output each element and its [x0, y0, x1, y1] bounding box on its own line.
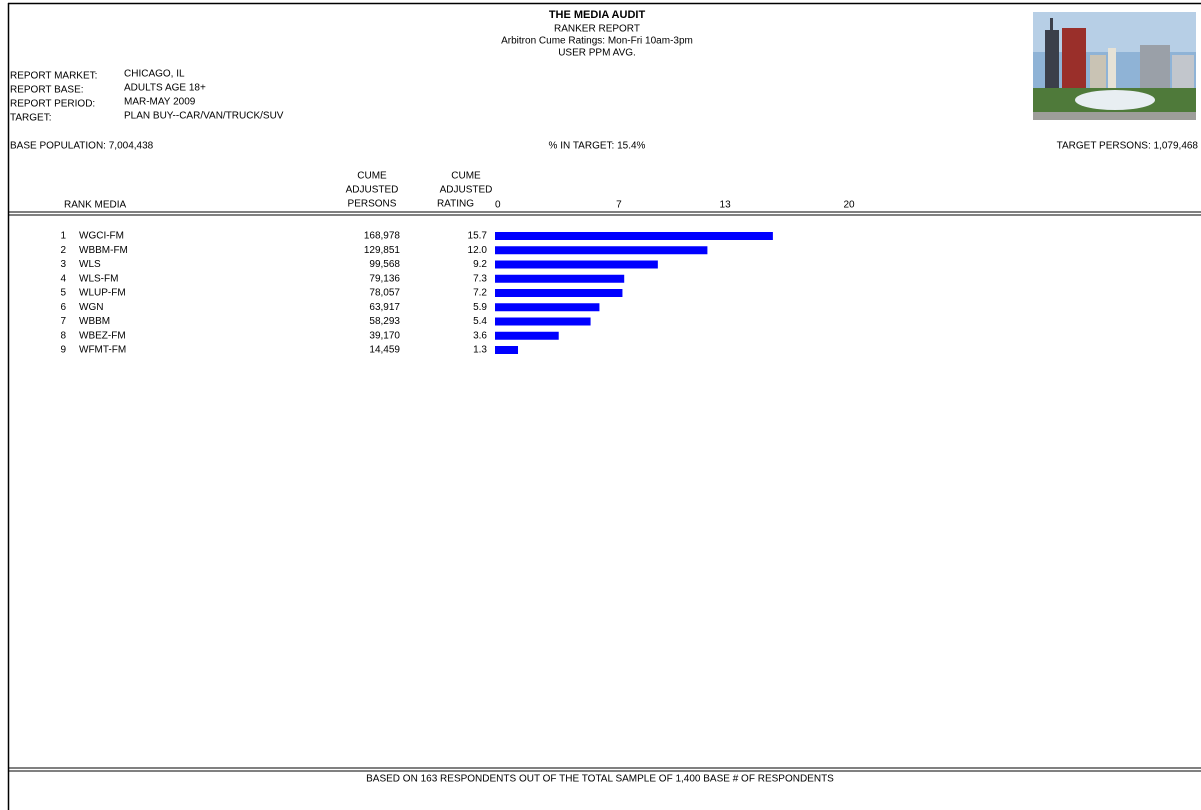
report-subtitle: USER PPM AVG.: [558, 48, 636, 59]
value-label: 9.2: [473, 259, 487, 270]
in-target: % IN TARGET: 15.4%: [549, 141, 646, 152]
value-label: 1.3: [473, 345, 487, 356]
x-tick-label: 20: [843, 200, 855, 211]
bar: [495, 332, 559, 340]
column-header: ADJUSTED: [346, 185, 399, 196]
info-label: REPORT MARKET:: [10, 71, 97, 82]
report-subtitle: RANKER REPORT: [554, 24, 640, 35]
value-label: 15.7: [468, 231, 488, 242]
value-label: 12.0: [468, 245, 488, 256]
x-tick-label: 13: [720, 200, 732, 211]
bar: [495, 275, 624, 283]
info-label: TARGET:: [10, 113, 51, 124]
cume-persons: 39,170: [369, 330, 400, 341]
value-label: 5.9: [473, 302, 487, 313]
bar: [495, 246, 707, 254]
column-header: CUME: [451, 171, 481, 182]
value-label: 7.2: [473, 288, 487, 299]
cume-persons: 129,851: [364, 245, 401, 256]
value-label: 7.3: [473, 273, 487, 284]
media-name: WFMT-FM: [79, 345, 126, 356]
cume-persons: 168,978: [364, 231, 401, 242]
bar: [495, 318, 591, 326]
bar: [495, 232, 773, 240]
skyline-photo: [1033, 12, 1196, 120]
rank: 5: [60, 288, 66, 299]
rank: 2: [60, 245, 66, 256]
page: THE MEDIA AUDIT RANK MEDIA BASED ON 163 …: [0, 0, 1201, 810]
column-header: CUME: [357, 171, 387, 182]
column-header: RATING: [437, 199, 474, 210]
info-label: REPORT PERIOD:: [10, 99, 95, 110]
target-persons: TARGET PERSONS: 1,079,468: [1057, 141, 1199, 152]
info-label: REPORT BASE:: [10, 85, 84, 96]
media-name: WBBM: [79, 316, 110, 327]
media-name: WLS-FM: [79, 273, 118, 284]
cume-persons: 14,459: [369, 345, 400, 356]
column-header: RANK MEDIA: [64, 200, 127, 211]
info-value: ADULTS AGE 18+: [124, 83, 206, 94]
column-header: ADJUSTED: [440, 185, 493, 196]
cume-persons: 79,136: [369, 273, 400, 284]
info-value: PLAN BUY--CAR/VAN/TRUCK/SUV: [124, 111, 284, 122]
report-subtitle: Arbitron Cume Ratings: Mon-Fri 10am-3pm: [501, 36, 693, 47]
rank: 6: [60, 302, 66, 313]
bar: [495, 261, 658, 269]
report-title: THE MEDIA AUDIT: [549, 9, 646, 21]
report: THE MEDIA AUDIT RANK MEDIA BASED ON 163 …: [0, 0, 1201, 810]
rank: 9: [60, 345, 66, 356]
info-value: CHICAGO, IL: [124, 69, 185, 80]
x-tick-label: 0: [495, 200, 501, 211]
media-name: WBBM-FM: [79, 245, 128, 256]
value-label: 5.4: [473, 316, 487, 327]
info-value: MAR-MAY 2009: [124, 97, 196, 108]
cume-persons: 58,293: [369, 316, 400, 327]
bar: [495, 289, 622, 297]
media-name: WLS: [79, 259, 101, 270]
x-tick-label: 7: [616, 200, 622, 211]
bar: [495, 303, 599, 311]
cume-persons: 78,057: [369, 288, 400, 299]
rank: 3: [60, 259, 66, 270]
bar: [495, 346, 518, 354]
value-label: 3.6: [473, 330, 487, 341]
cume-persons: 99,568: [369, 259, 400, 270]
media-name: WGCI-FM: [79, 231, 124, 242]
column-header: PERSONS: [348, 199, 397, 210]
rank: 8: [60, 330, 66, 341]
media-name: WLUP-FM: [79, 288, 126, 299]
rank: 7: [60, 316, 66, 327]
media-name: WGN: [79, 302, 103, 313]
media-name: WBEZ-FM: [79, 330, 126, 341]
footer-note: BASED ON 163 RESPONDENTS OUT OF THE TOTA…: [366, 774, 834, 785]
rank: 4: [60, 273, 66, 284]
cume-persons: 63,917: [369, 302, 400, 313]
base-population: BASE POPULATION: 7,004,438: [10, 141, 154, 152]
rank: 1: [60, 231, 66, 242]
